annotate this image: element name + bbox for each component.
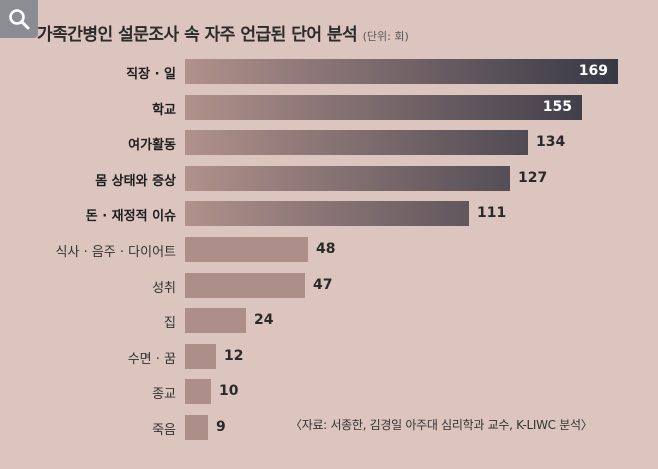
bar	[185, 343, 216, 369]
bar	[185, 59, 618, 84]
value-label: 9	[216, 419, 226, 435]
category-label: 식사 · 음주 · 다이어트	[55, 245, 176, 260]
value-label: 111	[477, 205, 507, 222]
unit-label: (단위: 회)	[362, 30, 409, 43]
chart-title-text: 가족간병인 설문조사 속 자주 언급된 단어 분석	[37, 25, 358, 45]
category-label: 죽음	[152, 423, 176, 438]
bar	[185, 201, 469, 227]
category-label: 집	[164, 316, 176, 332]
value-label: 10	[219, 383, 239, 400]
bar	[185, 379, 211, 405]
source-note: 〈자료: 서종한, 김경일 아주대 심리학과 교수, K-LIWC 분석〉	[290, 418, 593, 432]
value-label: 48	[316, 241, 336, 257]
category-label: 학교	[152, 102, 176, 118]
value-label: 134	[536, 134, 566, 151]
bar	[185, 308, 246, 334]
value-label: 127	[518, 169, 548, 186]
value-label: 155	[542, 98, 572, 115]
bar	[185, 415, 208, 440]
value-label: 24	[254, 312, 274, 329]
category-label: 성취	[152, 280, 176, 296]
chart-title: 가족간병인 설문조사 속 자주 언급된 단어 분석 (단위: 회)	[37, 20, 409, 45]
value-label: 12	[224, 347, 244, 364]
bar	[185, 94, 582, 120]
value-label: 47	[313, 276, 333, 293]
category-label: 돈 · 재정적 이슈	[85, 209, 176, 225]
category-label: 직장 · 일	[126, 67, 176, 82]
category-label: 여가활동	[128, 138, 176, 154]
magnifier-icon	[9, 9, 30, 30]
bar	[185, 130, 528, 156]
category-label: 종교	[152, 387, 176, 403]
category-label: 수면 · 꿈	[127, 351, 176, 367]
category-label: 몸 상태와 증상	[95, 173, 176, 189]
bar	[185, 165, 510, 191]
value-label: 169	[578, 63, 608, 79]
zoom-button[interactable]	[0, 0, 38, 38]
bar	[185, 237, 308, 262]
bar	[185, 272, 305, 298]
